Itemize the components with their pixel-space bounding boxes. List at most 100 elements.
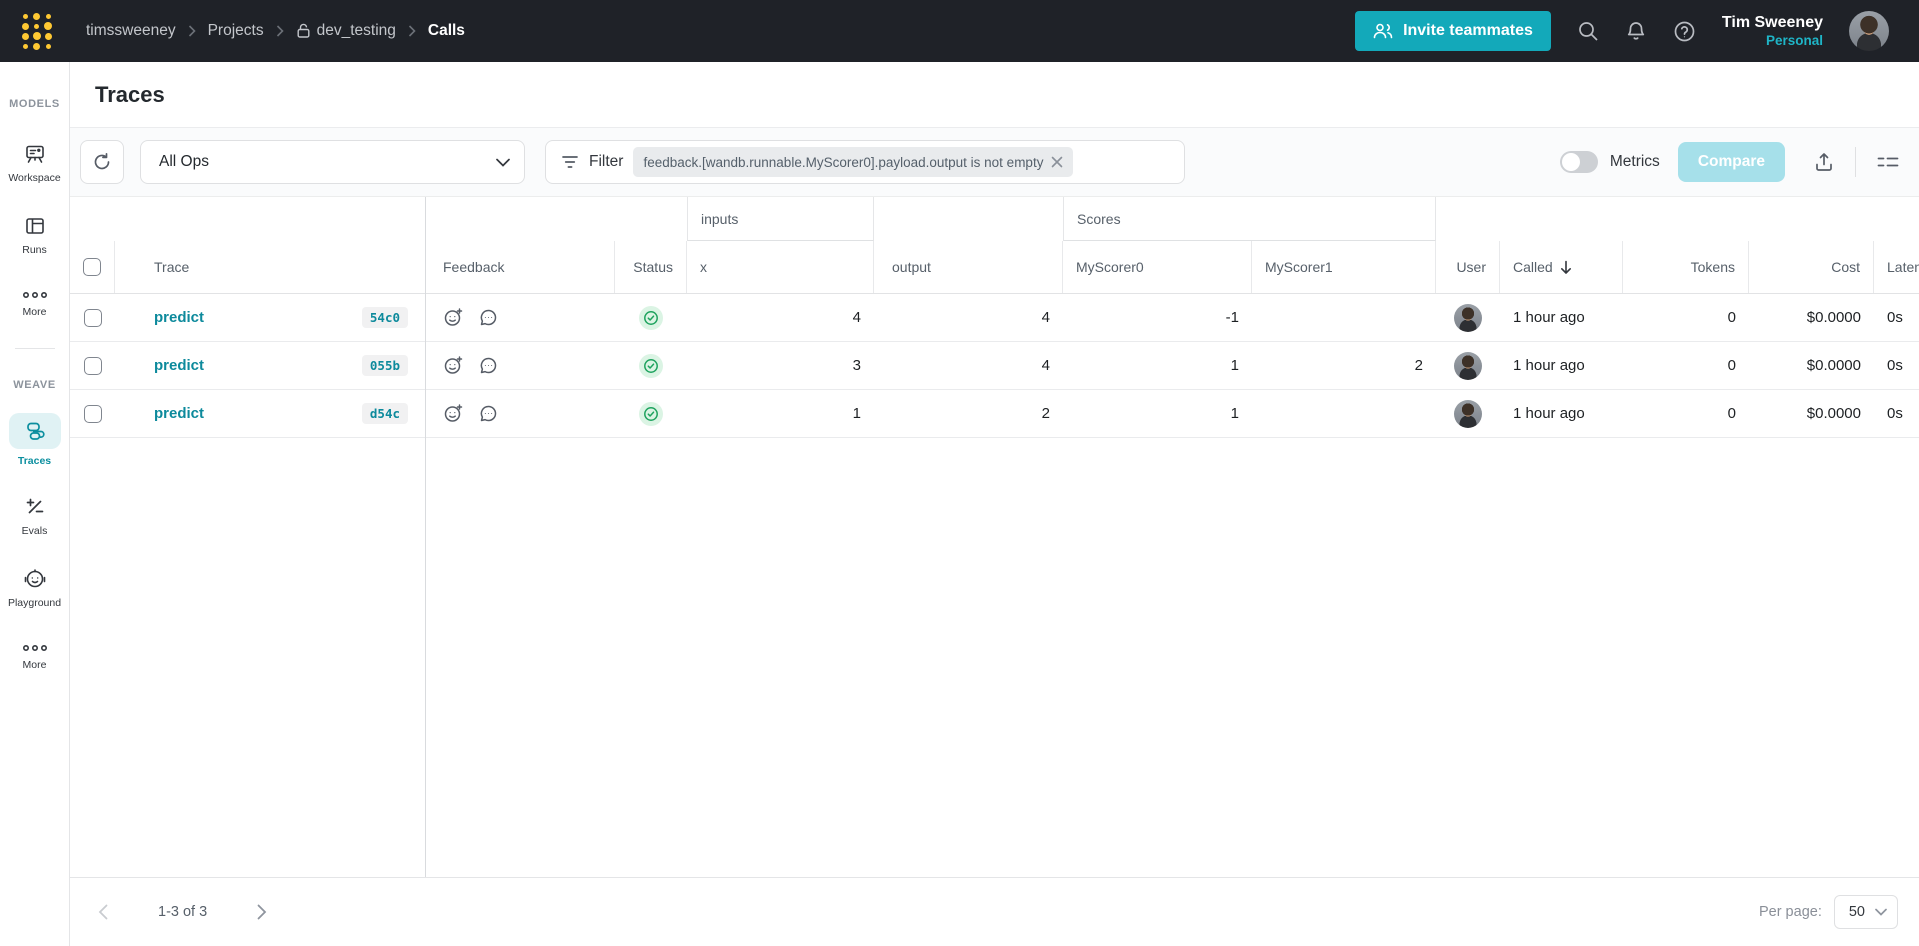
column-header-feedback[interactable]: Feedback <box>425 241 615 293</box>
breadcrumb-project-label: dev_testing <box>316 22 396 39</box>
check-circle-icon[interactable] <box>639 305 663 330</box>
calls-table: inputs Scores Trace Feedback Status x ou… <box>70 196 1919 877</box>
check-circle-icon[interactable] <box>639 401 663 426</box>
sidebar-item-label: Evals <box>21 525 48 537</box>
next-page-chevron-icon[interactable] <box>249 899 275 925</box>
breadcrumb-project[interactable]: dev_testing <box>296 22 396 40</box>
avatar[interactable] <box>1454 351 1482 380</box>
column-header-status[interactable]: Status <box>615 241 687 293</box>
breadcrumb: timssweeney Projects dev_testing Calls <box>86 22 465 40</box>
trace-cell[interactable]: predict 055b <box>115 342 425 389</box>
user-cell <box>1436 342 1500 389</box>
smiley-plus-icon[interactable] <box>443 307 464 328</box>
call-id-chip[interactable]: d54c <box>361 403 408 424</box>
sidebar-item-runs[interactable]: Runs <box>0 214 70 256</box>
refresh-button[interactable] <box>80 140 124 184</box>
column-header-trace[interactable]: Trace <box>154 259 190 275</box>
smiley-plus-icon[interactable] <box>443 355 464 376</box>
output-cell: 2 <box>1041 405 1050 422</box>
myscorer0-cell: -1 <box>1225 309 1239 326</box>
compare-button[interactable]: Compare <box>1677 142 1785 182</box>
filter-funnel-icon <box>561 154 579 170</box>
select-all-checkbox[interactable] <box>83 258 101 276</box>
sidebar-item-more-weave[interactable]: More <box>0 643 70 671</box>
column-header-x[interactable]: x <box>687 241 874 293</box>
sidebar-item-evals[interactable]: Evals <box>0 495 70 537</box>
table-row[interactable]: predict 54c0 <box>70 294 1919 342</box>
workspace-icon <box>23 142 47 166</box>
export-up-icon[interactable] <box>1807 145 1841 179</box>
avatar[interactable] <box>1454 399 1482 428</box>
check-circle-icon[interactable] <box>639 353 663 378</box>
input-x-cell: 1 <box>852 405 861 422</box>
metrics-toggle[interactable] <box>1559 151 1598 173</box>
table-row[interactable]: predict d54c <box>70 390 1919 438</box>
call-id-chip[interactable]: 54c0 <box>361 307 408 328</box>
invite-teammates-label: Invite teammates <box>1403 22 1533 39</box>
user-cell <box>1436 294 1500 341</box>
avatar[interactable] <box>1454 303 1482 332</box>
bell-icon[interactable] <box>1625 20 1647 42</box>
breadcrumb-projects[interactable]: Projects <box>207 22 264 39</box>
wandb-logo-icon[interactable] <box>20 11 54 51</box>
column-header-called-label: Called <box>1513 259 1553 275</box>
comment-bubble-icon[interactable] <box>478 403 499 424</box>
smiley-plus-icon[interactable] <box>443 403 464 424</box>
table-row[interactable]: predict 055b <box>70 342 1919 390</box>
row-select-cell <box>70 294 115 341</box>
breadcrumb-calls[interactable]: Calls <box>427 22 465 39</box>
comment-bubble-icon[interactable] <box>478 307 499 328</box>
sidebar-item-label: Playground <box>7 597 62 609</box>
op-selector[interactable]: All Ops <box>140 140 525 184</box>
avatar[interactable] <box>1849 11 1889 51</box>
row-checkbox[interactable] <box>83 356 102 375</box>
op-link[interactable]: predict <box>154 357 205 374</box>
metrics-toggle-label: Metrics <box>1609 153 1660 170</box>
trace-cell[interactable]: predict d54c <box>115 390 425 437</box>
call-id-chip[interactable]: 055b <box>361 355 408 376</box>
traces-icon <box>8 413 61 449</box>
op-link[interactable]: predict <box>154 309 205 326</box>
column-header-user[interactable]: User <box>1436 241 1500 293</box>
comment-bubble-icon[interactable] <box>478 355 499 376</box>
user-menu[interactable]: Tim Sweeney Personal <box>1722 13 1823 50</box>
per-page-value: 50 <box>1848 904 1865 920</box>
column-header-called[interactable]: Called <box>1500 241 1623 293</box>
previous-page-chevron-icon[interactable] <box>90 899 116 925</box>
filter-label: Filter <box>589 153 624 170</box>
sidebar-item-more-models[interactable]: More <box>0 290 70 318</box>
close-x-icon[interactable] <box>1051 156 1063 168</box>
row-checkbox[interactable] <box>83 404 102 423</box>
sidebar-item-workspace[interactable]: Workspace <box>0 142 70 184</box>
runs-icon <box>23 214 47 238</box>
search-icon[interactable] <box>1577 20 1599 42</box>
chevron-right-icon <box>408 25 416 37</box>
pagination-bar: 1-3 of 3 Per page: 50 <box>70 877 1919 946</box>
column-header-myscorer0[interactable]: MyScorer0 <box>1063 241 1252 293</box>
column-header-tokens[interactable]: Tokens <box>1623 241 1749 293</box>
sidebar-item-traces[interactable]: Traces <box>0 413 70 467</box>
sidebar-item-playground[interactable]: Playground <box>0 567 70 609</box>
column-header-output[interactable]: output <box>874 241 1063 293</box>
user-scope: Personal <box>1765 32 1823 48</box>
column-header-latency[interactable]: Latency <box>1887 259 1919 275</box>
op-link[interactable]: predict <box>154 405 205 422</box>
help-icon[interactable] <box>1673 20 1696 43</box>
column-settings-icon[interactable] <box>1870 147 1906 177</box>
filter-bar[interactable]: Filter feedback.[wandb.runnable.MyScorer… <box>545 140 1185 184</box>
called-cell: 1 hour ago <box>1513 405 1585 422</box>
more-dots-icon <box>22 643 48 653</box>
per-page-select[interactable]: 50 <box>1833 895 1898 929</box>
column-header-cost[interactable]: Cost <box>1749 241 1874 293</box>
invite-teammates-button[interactable]: Invite teammates <box>1355 11 1551 51</box>
topbar-actions: Invite teammates <box>1355 11 1889 51</box>
more-dots-icon <box>22 290 48 300</box>
trace-cell[interactable]: predict 54c0 <box>115 294 425 341</box>
breadcrumb-entity[interactable]: timssweeney <box>86 22 176 39</box>
filter-chip[interactable]: feedback.[wandb.runnable.MyScorer0].payl… <box>633 147 1074 177</box>
sidebar-item-label: More <box>22 659 47 671</box>
called-cell: 1 hour ago <box>1513 309 1585 326</box>
row-checkbox[interactable] <box>83 308 102 327</box>
sort-desc-arrow-icon[interactable] <box>1559 260 1573 275</box>
column-header-myscorer1[interactable]: MyScorer1 <box>1252 241 1436 293</box>
